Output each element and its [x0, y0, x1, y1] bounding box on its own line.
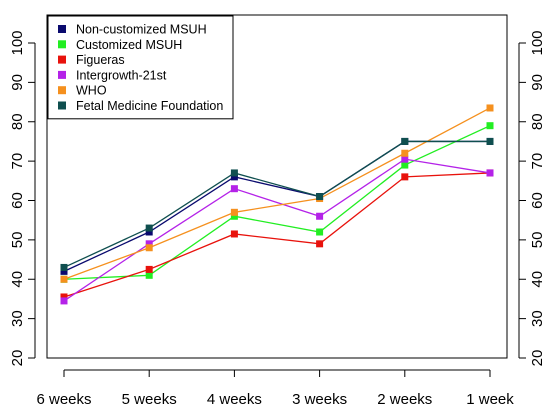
y-tick-label-right: 80	[529, 113, 546, 130]
y-tick-label-right: 90	[529, 74, 546, 91]
data-point	[486, 169, 494, 177]
data-point	[230, 212, 238, 220]
data-point	[316, 193, 324, 201]
y-tick-label-left: 50	[9, 232, 26, 249]
data-point	[401, 161, 409, 169]
data-point	[60, 263, 68, 271]
series-line	[63, 107, 491, 280]
legend-swatch	[58, 55, 66, 64]
y-tick-label-left: 30	[9, 310, 26, 327]
y-tick-label-left: 100	[9, 30, 26, 55]
x-tick-label: 2 weeks	[377, 391, 432, 408]
series-fetal-medicine-foundation	[60, 137, 494, 271]
y-tick-label-right: 40	[529, 271, 546, 288]
y-tick-label-right: 100	[529, 30, 546, 55]
y-tick-label-left: 60	[9, 192, 26, 209]
data-point	[316, 228, 324, 236]
legend-label: Figueras	[76, 53, 125, 67]
data-point	[230, 173, 238, 181]
legend-label: Non-customized MSUH	[76, 23, 207, 37]
data-point	[230, 185, 238, 193]
legend-label: WHO	[76, 84, 107, 98]
data-point	[486, 104, 494, 112]
data-point	[145, 228, 153, 236]
series-line	[63, 125, 491, 280]
x-tick-label: 3 weeks	[292, 391, 347, 408]
data-point	[316, 240, 324, 248]
y-tick-label-right: 30	[529, 310, 546, 327]
x-tick-label: 4 weeks	[207, 391, 262, 408]
legend-label: Customized MSUH	[76, 38, 182, 52]
data-point	[230, 169, 238, 177]
y-tick-label-left: 40	[9, 271, 26, 288]
y-tick-label-left: 20	[9, 350, 26, 367]
data-point	[60, 275, 68, 283]
y-tick-label-left: 90	[9, 74, 26, 91]
data-point	[60, 293, 68, 301]
data-point	[230, 208, 238, 216]
plot-frame	[46, 14, 508, 359]
data-point	[401, 173, 409, 181]
legend-box	[47, 15, 234, 120]
series-figueras	[60, 169, 494, 301]
legend-swatch	[58, 70, 66, 79]
y-tick-label-right: 50	[529, 232, 546, 249]
series-intergrowth-21st	[60, 155, 494, 305]
data-point	[145, 244, 153, 252]
data-point	[401, 149, 409, 157]
data-point	[316, 212, 324, 220]
x-tick-label: 1 week	[466, 391, 514, 408]
legend-swatch	[58, 25, 66, 33]
x-tick-label: 5 weeks	[122, 391, 177, 408]
series-line	[63, 140, 490, 272]
y-tick-label-right: 20	[529, 350, 546, 367]
data-point	[401, 137, 409, 145]
data-point	[401, 155, 409, 163]
x-tick-label: 6 weeks	[36, 391, 91, 408]
data-point	[145, 240, 153, 248]
legend-swatch	[58, 101, 66, 110]
series-layer	[60, 104, 494, 305]
series-non-customized-msuh	[60, 137, 494, 275]
data-point	[145, 265, 153, 273]
data-point	[230, 230, 238, 238]
series-line	[63, 158, 491, 302]
series-line	[63, 140, 490, 269]
data-point	[145, 224, 153, 232]
axes: 6 weeks 5 weeks 4 weeks 3 weeks 2 weeks 1 wee…	[9, 30, 546, 408]
series-who	[60, 104, 494, 283]
series-line	[63, 172, 491, 298]
y-tick-label-left: 80	[9, 113, 26, 130]
y-tick-label-left: 70	[9, 153, 26, 170]
data-point	[145, 271, 153, 279]
data-point	[486, 137, 494, 145]
legend-label: Intergrowth-21st	[76, 68, 167, 82]
legend-label: Fetal Medicine Foundation	[76, 99, 223, 113]
legend-swatch	[58, 86, 66, 95]
legend-swatch	[58, 40, 66, 49]
data-point	[60, 297, 68, 305]
y-tick-label-right: 60	[529, 192, 546, 209]
y-tick-label-right: 70	[529, 153, 546, 170]
data-point	[60, 267, 68, 275]
data-point	[486, 122, 494, 130]
